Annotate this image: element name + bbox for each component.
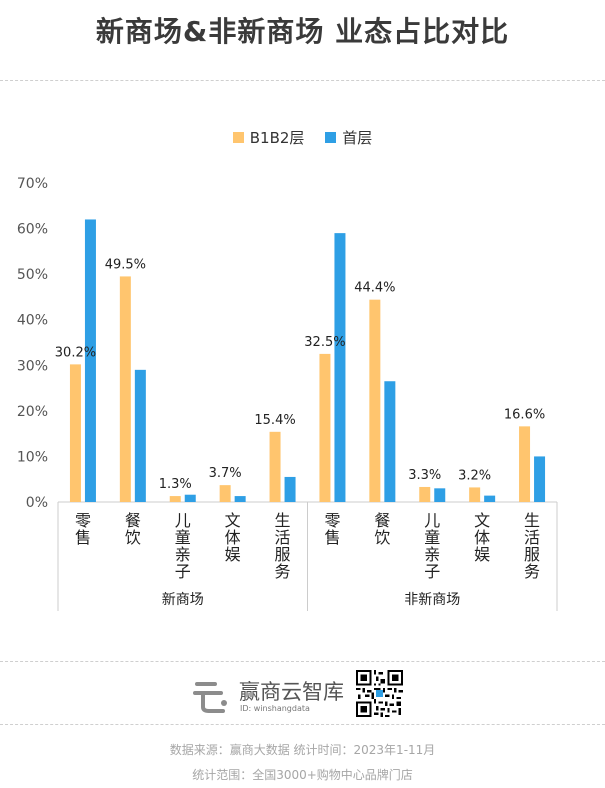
bar-b1b2 — [369, 299, 381, 502]
category-label: 儿 — [175, 511, 191, 530]
bar-b1b2 — [69, 364, 81, 502]
data-label: 16.6% — [504, 407, 545, 422]
group-label: 新商场 — [162, 592, 204, 608]
chart-title: 新商场&非新商场 业态占比对比 — [95, 15, 510, 48]
y-tick-label: 50% — [17, 267, 48, 283]
category-label: 售 — [324, 528, 340, 547]
data-label: 32.5% — [304, 335, 345, 350]
data-label: 44.4% — [354, 281, 395, 296]
category-label: 体 — [225, 528, 241, 547]
bar-first-floor — [284, 476, 296, 502]
y-tick-label: 10% — [17, 449, 48, 465]
legend-swatch-first-floor — [325, 132, 337, 143]
category-label: 亲 — [424, 545, 440, 564]
category-label: 生 — [524, 511, 540, 530]
group-label: 非新商场 — [404, 592, 460, 608]
bar-b1b2 — [219, 485, 231, 502]
category-label: 务 — [524, 562, 540, 581]
data-label: 3.2% — [458, 468, 491, 483]
footer-top-divider — [0, 661, 605, 662]
category-label: 服 — [524, 545, 540, 564]
top-divider — [0, 80, 605, 81]
bar-chart: 0%10%20%30%40%50%60%70%30.2%零售49.5%餐饮1.3… — [17, 176, 558, 611]
footer-bottom-divider — [0, 724, 605, 725]
bar-first-floor — [484, 495, 496, 502]
bar-first-floor — [534, 456, 546, 502]
category-label: 饮 — [374, 528, 390, 547]
bar-first-floor — [184, 494, 196, 502]
bar-first-floor — [84, 219, 96, 502]
bar-b1b2 — [469, 487, 481, 502]
brand-id: ID: winshangdata — [240, 704, 310, 713]
y-tick-label: 40% — [17, 313, 48, 329]
legend-item-b1b2: B1B2层 — [232, 127, 305, 148]
category-label: 童 — [424, 528, 440, 547]
data-label: 30.2% — [55, 345, 96, 360]
data-label: 15.4% — [254, 413, 295, 428]
bar-b1b2 — [119, 276, 131, 502]
bar-first-floor — [434, 488, 446, 502]
brand-logo-icon — [193, 682, 227, 713]
legend-label-first-floor: 首层 — [342, 129, 373, 147]
legend-item-first-floor: 首层 — [325, 127, 372, 148]
category-label: 子 — [175, 562, 191, 581]
legend-label-b1b2: B1B2层 — [249, 129, 305, 147]
bar-b1b2 — [269, 431, 281, 502]
category-label: 童 — [175, 528, 191, 547]
legend-swatch-b1b2 — [232, 132, 244, 143]
category-label: 儿 — [424, 511, 440, 530]
y-tick-label: 20% — [17, 404, 48, 420]
category-label: 零 — [75, 511, 91, 530]
category-label: 活 — [275, 528, 291, 547]
bar-b1b2 — [419, 486, 431, 502]
bar-b1b2 — [319, 353, 331, 502]
bar-first-floor — [384, 381, 396, 502]
brand-name: 赢商云智库 — [239, 680, 344, 704]
legend: B1B2层 首层 — [0, 127, 605, 148]
data-label: 3.7% — [209, 466, 242, 481]
category-label: 零 — [324, 511, 340, 530]
category-label: 亲 — [175, 545, 191, 564]
category-label: 餐 — [125, 511, 141, 530]
category-label: 文 — [225, 511, 241, 530]
category-label: 体 — [474, 528, 490, 547]
category-label: 服 — [275, 545, 291, 564]
category-label: 子 — [424, 562, 440, 581]
y-tick-label: 30% — [17, 358, 48, 374]
data-label: 1.3% — [159, 477, 192, 492]
data-source-note: 数据来源：赢商大数据 统计时间：2023年1-11月 — [169, 743, 436, 757]
category-label: 文 — [474, 511, 490, 530]
bar-first-floor — [234, 496, 246, 502]
qr-code-icon — [356, 670, 403, 717]
bar-first-floor — [134, 369, 146, 502]
category-label: 餐 — [374, 511, 390, 530]
brand-block: 赢商云智库 ID: winshangdata — [193, 671, 423, 721]
y-tick-label: 70% — [17, 176, 48, 192]
category-label: 饮 — [125, 528, 141, 547]
category-label: 娱 — [225, 545, 241, 564]
y-tick-label: 0% — [26, 495, 48, 511]
bar-b1b2 — [169, 496, 181, 502]
bar-first-floor — [334, 233, 346, 502]
category-label: 娱 — [474, 545, 490, 564]
bar-b1b2 — [519, 426, 531, 502]
category-label: 售 — [75, 528, 91, 547]
category-label: 生 — [275, 511, 291, 530]
data-label: 3.3% — [408, 468, 441, 483]
data-label: 49.5% — [105, 257, 146, 272]
category-label: 务 — [275, 562, 291, 581]
y-tick-label: 60% — [17, 222, 48, 238]
category-label: 活 — [524, 528, 540, 547]
data-scope-note: 统计范围：全国3000+购物中心品牌门店 — [192, 768, 413, 782]
